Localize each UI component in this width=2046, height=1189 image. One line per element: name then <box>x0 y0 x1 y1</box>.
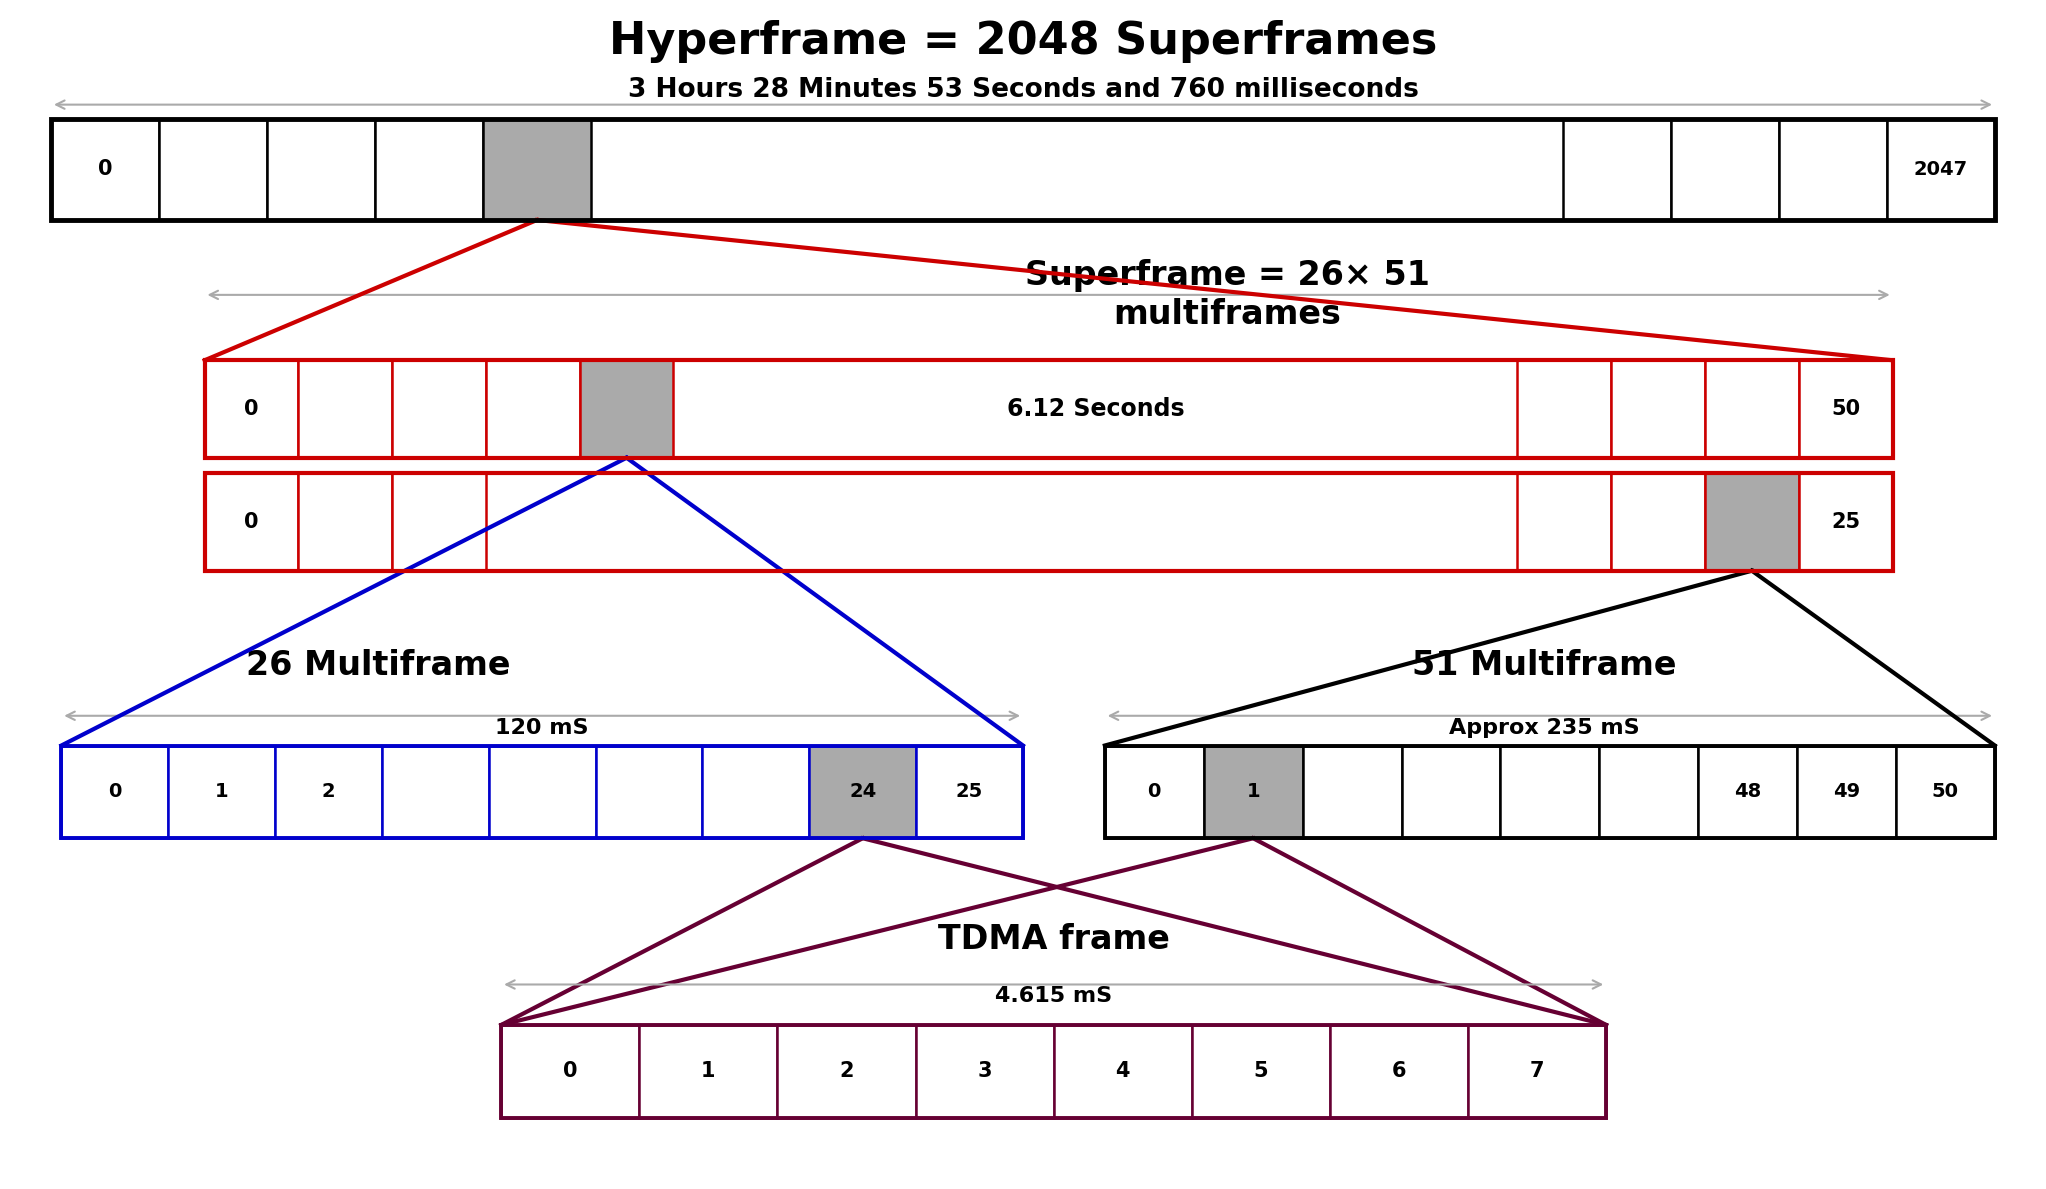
Text: 25: 25 <box>955 782 984 801</box>
Text: Approx 235 mS: Approx 235 mS <box>1449 718 1641 737</box>
Bar <box>917 746 1023 838</box>
Text: 5: 5 <box>1254 1062 1269 1081</box>
Bar <box>1672 119 1778 220</box>
Bar <box>1798 360 1893 458</box>
Text: 0: 0 <box>108 782 121 801</box>
Bar <box>374 119 483 220</box>
Text: 50: 50 <box>1831 400 1860 419</box>
Bar <box>1796 746 1897 838</box>
Text: 6.12 Seconds: 6.12 Seconds <box>1007 397 1185 421</box>
Text: 24: 24 <box>849 782 876 801</box>
Bar <box>917 1025 1054 1118</box>
Bar <box>579 360 673 458</box>
Bar <box>810 746 917 838</box>
Bar <box>487 360 579 458</box>
Bar <box>702 746 810 838</box>
Bar <box>1778 119 1886 220</box>
Bar <box>1518 473 1612 571</box>
Bar <box>299 360 393 458</box>
Bar <box>1518 360 1612 458</box>
Text: 2047: 2047 <box>1913 161 1968 178</box>
Bar <box>205 473 299 571</box>
Text: TDMA frame: TDMA frame <box>937 923 1170 956</box>
Bar <box>61 746 1023 838</box>
Bar <box>1330 1025 1469 1118</box>
Text: Superframe = 26× 51
multiframes: Superframe = 26× 51 multiframes <box>1025 259 1430 331</box>
Bar <box>205 360 1893 458</box>
Text: 50: 50 <box>1931 782 1958 801</box>
Text: 7: 7 <box>1530 1062 1545 1081</box>
Bar <box>1105 746 1203 838</box>
Bar <box>393 360 487 458</box>
Bar <box>1303 746 1402 838</box>
Bar <box>1612 473 1704 571</box>
Bar <box>168 746 274 838</box>
Bar <box>393 473 487 571</box>
Bar <box>205 473 1893 571</box>
Text: 2: 2 <box>839 1062 853 1081</box>
Bar <box>1798 473 1893 571</box>
Bar <box>1563 119 1672 220</box>
Text: 2: 2 <box>321 782 336 801</box>
Bar <box>501 1025 1606 1118</box>
Bar <box>1704 360 1798 458</box>
Bar <box>274 746 383 838</box>
Text: 6: 6 <box>1391 1062 1406 1081</box>
Bar <box>595 746 702 838</box>
Bar <box>299 473 393 571</box>
Text: 4: 4 <box>1115 1062 1129 1081</box>
Text: 0: 0 <box>243 512 258 531</box>
Bar <box>638 1025 777 1118</box>
Text: 120 mS: 120 mS <box>495 718 589 737</box>
Bar <box>1704 473 1798 571</box>
Bar <box>489 746 595 838</box>
Text: 0: 0 <box>243 400 258 419</box>
Bar <box>1897 746 1995 838</box>
Bar <box>1698 746 1796 838</box>
Bar <box>1500 746 1600 838</box>
Text: 49: 49 <box>1833 782 1860 801</box>
Bar <box>61 746 168 838</box>
Text: 25: 25 <box>1831 512 1860 531</box>
Text: 0: 0 <box>563 1062 577 1081</box>
Text: 1: 1 <box>215 782 229 801</box>
Bar <box>160 119 268 220</box>
Text: 0: 0 <box>1148 782 1160 801</box>
Bar <box>501 1025 638 1118</box>
Bar <box>383 746 489 838</box>
Text: 1: 1 <box>1246 782 1260 801</box>
Bar <box>1402 746 1500 838</box>
Text: 48: 48 <box>1735 782 1762 801</box>
Bar <box>51 119 160 220</box>
Bar <box>777 1025 917 1118</box>
Bar <box>51 119 1995 220</box>
Bar <box>1469 1025 1606 1118</box>
Bar <box>1191 1025 1330 1118</box>
Bar <box>268 119 374 220</box>
Text: 0: 0 <box>98 159 113 180</box>
Bar <box>1612 360 1704 458</box>
Bar <box>1886 119 1995 220</box>
Text: 1: 1 <box>702 1062 716 1081</box>
Text: 26 Multiframe: 26 Multiframe <box>246 649 512 682</box>
Bar <box>483 119 591 220</box>
Text: 3 Hours 28 Minutes 53 Seconds and 760 milliseconds: 3 Hours 28 Minutes 53 Seconds and 760 mi… <box>628 77 1418 103</box>
Bar <box>1054 1025 1191 1118</box>
Bar <box>205 360 299 458</box>
Bar <box>1203 746 1303 838</box>
Bar <box>1105 746 1995 838</box>
Text: 51 Multiframe: 51 Multiframe <box>1412 649 1678 682</box>
Text: 3: 3 <box>978 1062 992 1081</box>
Text: Hyperframe = 2048 Superframes: Hyperframe = 2048 Superframes <box>610 20 1436 63</box>
Text: 4.615 mS: 4.615 mS <box>994 987 1113 1006</box>
Bar <box>1600 746 1698 838</box>
